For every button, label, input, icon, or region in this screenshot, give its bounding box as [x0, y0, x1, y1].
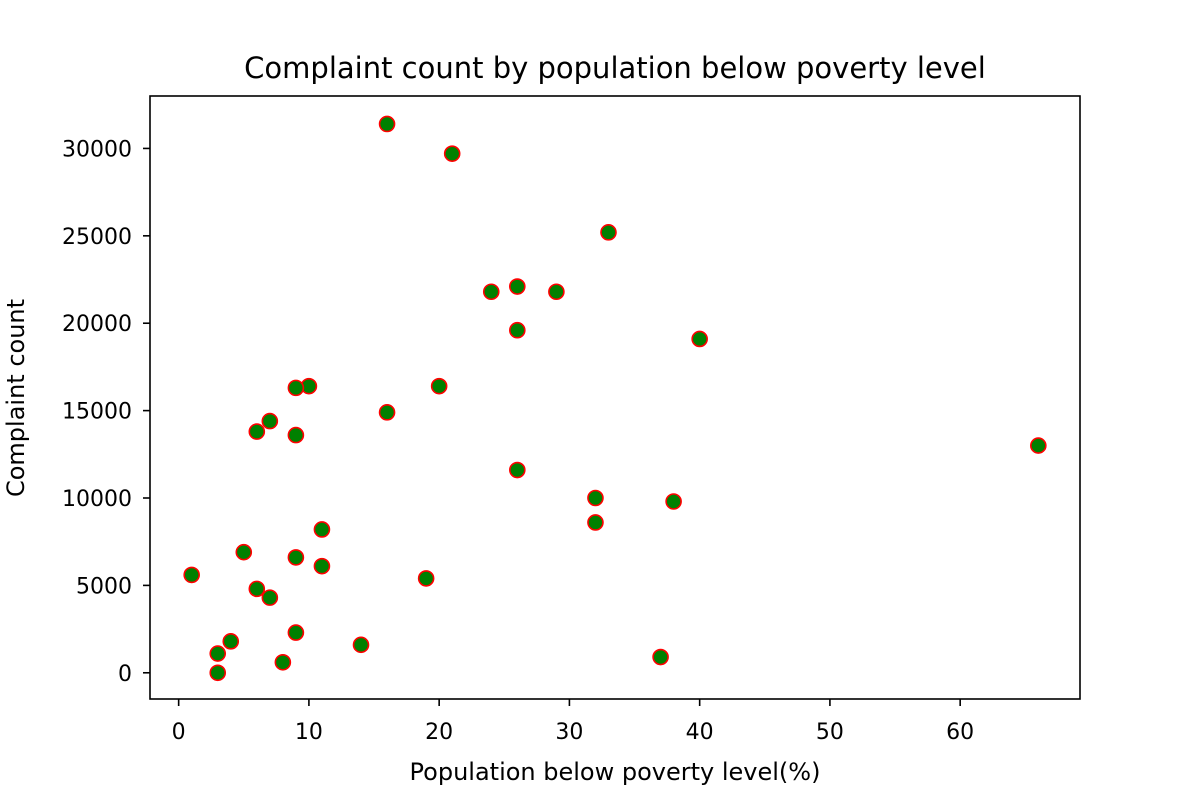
- data-point: [248, 580, 266, 598]
- data-point: [209, 664, 227, 682]
- y-tick-label: 20000: [62, 312, 132, 337]
- data-point: [443, 145, 461, 162]
- data-point: [378, 404, 396, 421]
- data-point: [378, 115, 396, 133]
- y-tick-label: 25000: [62, 225, 132, 250]
- x-tick-label: 50: [816, 720, 844, 745]
- data-point: [691, 330, 708, 348]
- data-point: [222, 633, 240, 650]
- x-tick-label: 20: [425, 720, 453, 745]
- data-point: [587, 489, 604, 507]
- data-point: [417, 570, 435, 587]
- y-tick-label: 0: [118, 662, 132, 687]
- x-axis-ticks: 0 10 20 30 40 50 60: [172, 699, 974, 745]
- data-point: [287, 624, 305, 641]
- y-tick-label: 15000: [62, 400, 132, 425]
- x-tick-label: 10: [295, 720, 323, 745]
- data-point: [352, 636, 370, 654]
- data-point: [287, 379, 305, 397]
- chart-title: Complaint count by population below pove…: [244, 51, 986, 85]
- data-point: [248, 423, 266, 440]
- data-point: [313, 521, 331, 538]
- x-tick-label: 30: [555, 720, 583, 745]
- data-points: [183, 115, 1047, 682]
- plot-frame: [149, 95, 1081, 700]
- y-tick-label: 5000: [76, 574, 132, 599]
- data-point: [1030, 437, 1047, 454]
- data-point: [509, 461, 526, 479]
- data-point: [600, 224, 617, 241]
- x-axis-label: Population below poverty level(%): [410, 758, 821, 786]
- data-point: [482, 283, 500, 301]
- data-point: [287, 549, 305, 566]
- data-point: [235, 543, 253, 561]
- data-point: [665, 493, 682, 510]
- x-tick-label: 0: [172, 720, 186, 745]
- data-point: [509, 278, 526, 295]
- y-axis-label: Complaint count: [2, 299, 30, 497]
- x-tick-label: 60: [946, 720, 974, 745]
- data-point: [261, 412, 279, 430]
- x-tick-label: 40: [686, 720, 714, 745]
- data-point: [430, 377, 448, 395]
- data-point: [313, 557, 331, 575]
- data-point: [548, 283, 565, 301]
- data-point: [183, 566, 200, 584]
- data-point: [209, 645, 227, 662]
- data-point: [509, 321, 526, 339]
- data-point: [274, 653, 292, 671]
- data-point: [287, 426, 305, 444]
- y-tick-label: 30000: [62, 137, 132, 162]
- y-axis-ticks: 0 5000 10000 15000 20000 25000 30000: [62, 137, 150, 687]
- y-tick-label: 10000: [62, 487, 132, 512]
- data-point: [652, 648, 669, 666]
- data-point: [587, 514, 604, 531]
- data-point: [261, 589, 279, 606]
